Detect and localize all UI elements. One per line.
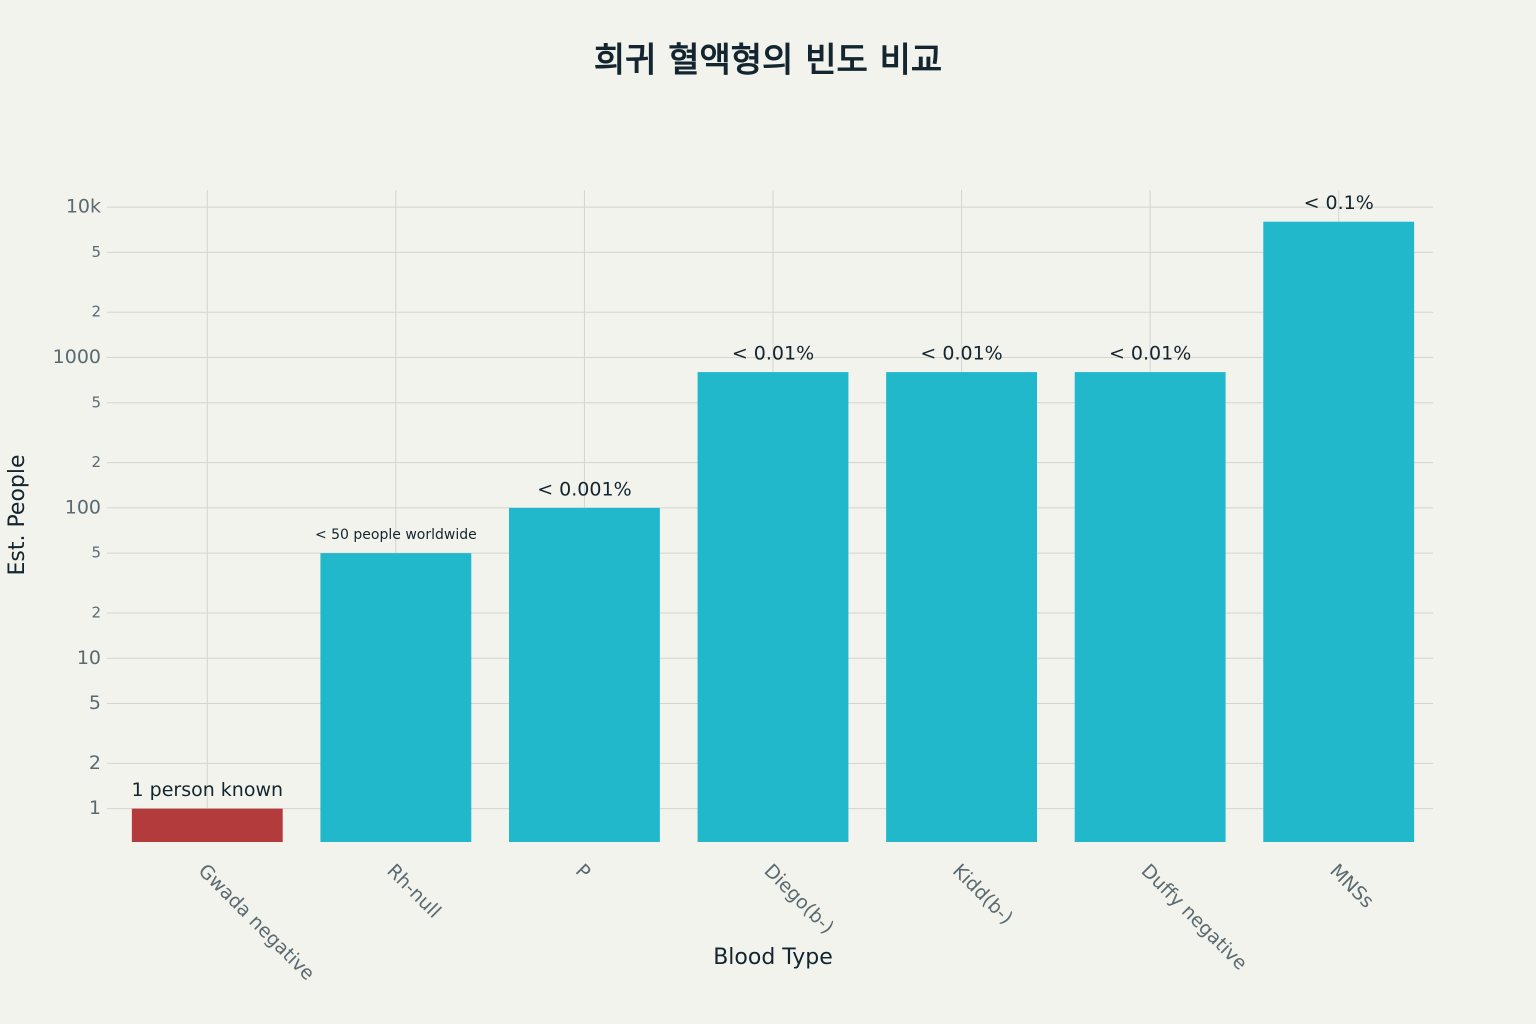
y-tick-label: 100: [65, 496, 101, 518]
bar: [1074, 372, 1226, 842]
bar: [1263, 221, 1415, 842]
bar-annotation: < 0.1%: [1304, 192, 1374, 214]
bar-annotation: < 50 people worldwide: [315, 527, 477, 543]
bar: [509, 507, 660, 842]
bar-annotation: 1 person known: [132, 779, 284, 801]
bar: [320, 553, 472, 842]
bar: [697, 372, 849, 842]
bar-annotation: < 0.01%: [1109, 343, 1191, 365]
y-tick-label: 2: [91, 453, 101, 471]
chart-title: 희귀 혈액형의 빈도 비교: [594, 41, 942, 81]
y-tick-label: 10k: [66, 196, 101, 218]
bar-annotation: < 0.01%: [920, 343, 1002, 365]
y-tick-label: 5: [89, 692, 101, 714]
y-tick-label: 1000: [53, 346, 101, 368]
y-tick-label: 5: [91, 544, 101, 562]
y-tick-label: 2: [91, 303, 101, 321]
bar-annotation: < 0.01%: [732, 343, 814, 365]
x-axis-title: Blood Type: [713, 945, 833, 970]
y-tick-label: 2: [89, 752, 101, 774]
y-tick-label: 2: [91, 603, 101, 621]
bar-annotation: < 0.001%: [537, 478, 631, 500]
y-axis-title: Est. People: [5, 454, 30, 575]
bar: [886, 372, 1037, 842]
y-tick-label: 5: [91, 243, 101, 261]
y-tick-label: 5: [91, 393, 101, 411]
bar: [131, 808, 283, 842]
y-tick-label: 10: [77, 647, 101, 669]
y-tick-label: 1: [89, 797, 101, 819]
